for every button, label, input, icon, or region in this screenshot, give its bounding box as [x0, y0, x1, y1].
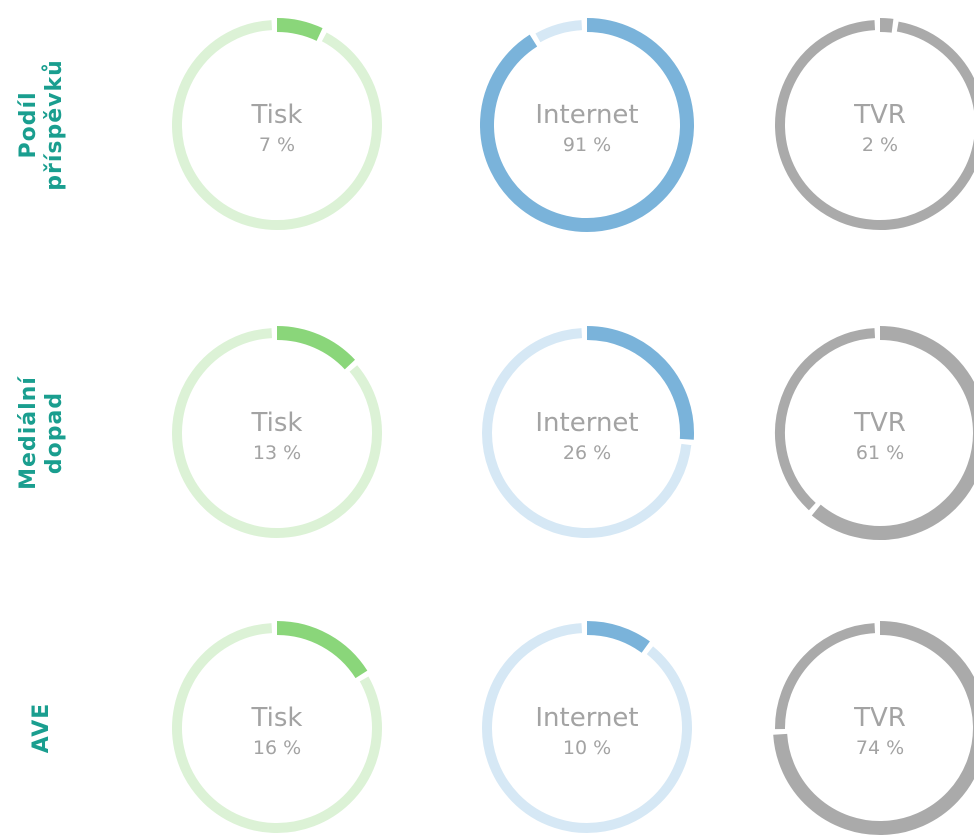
donut-track [482, 328, 692, 538]
value-label: 61 % [856, 442, 904, 464]
category-label: Tisk [251, 408, 303, 438]
category-label: Tisk [251, 703, 303, 733]
row-label: AVE [29, 702, 54, 754]
category-label: TVR [853, 703, 906, 733]
value-label: 91 % [563, 134, 611, 156]
category-label: TVR [853, 100, 906, 130]
value-label: 2 % [862, 134, 898, 156]
category-label: Internet [535, 703, 638, 733]
value-label: 74 % [856, 737, 904, 759]
value-label: 10 % [563, 737, 611, 759]
category-label: TVR [853, 408, 906, 438]
donut-segment [811, 326, 974, 540]
row-label: Mediální dopad [16, 376, 67, 490]
category-label: Tisk [251, 100, 303, 130]
donut-segment [276, 326, 355, 370]
donut-track [172, 20, 382, 230]
donut-track [482, 623, 692, 833]
donut-track [775, 623, 876, 730]
value-label: 7 % [259, 134, 295, 156]
donut-segment [586, 326, 694, 440]
donut-segment [276, 18, 323, 41]
donut-segment [276, 621, 368, 679]
category-label: Internet [535, 408, 638, 438]
donut-track [535, 20, 583, 43]
donut-segment [480, 18, 694, 232]
donut-segment [773, 621, 974, 835]
donut-track [172, 328, 382, 538]
donut-track [172, 623, 382, 833]
donut-track [775, 20, 974, 230]
value-label: 13 % [253, 442, 301, 464]
category-label: Internet [535, 100, 638, 130]
donut-segment [879, 18, 894, 33]
value-label: 16 % [253, 737, 301, 759]
donut-track [775, 328, 876, 511]
value-label: 26 % [563, 442, 611, 464]
donut-segment [586, 621, 650, 653]
row-label: Podíl příspěvků [16, 59, 67, 191]
